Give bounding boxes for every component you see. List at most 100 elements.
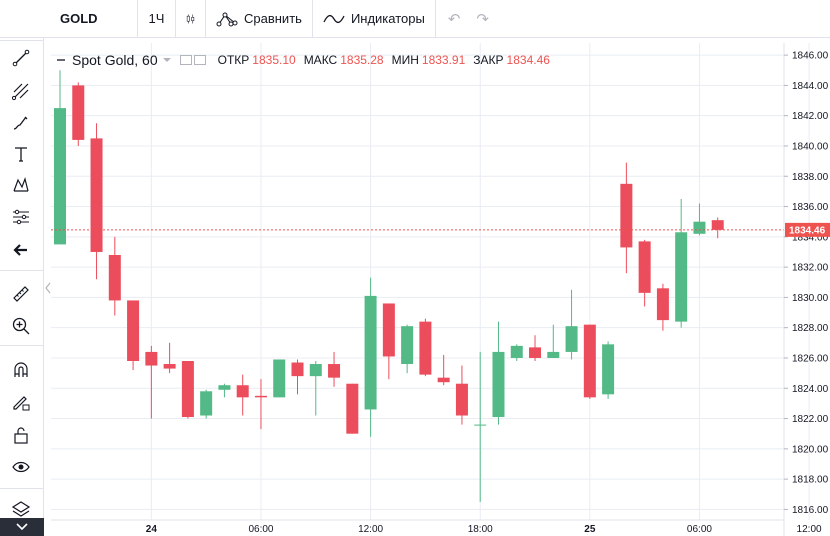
text-tool-icon[interactable]: [8, 141, 34, 167]
candle-up: [200, 389, 213, 419]
candle-down: [638, 239, 651, 307]
price-axis-tick-label: 1818.00: [792, 475, 829, 486]
price-axis-tick-label: 1822.00: [792, 414, 829, 425]
price-axis-tick-label: 1842.00: [792, 111, 829, 122]
candle-up: [273, 359, 286, 398]
candle-body: [437, 377, 450, 383]
candle-body: [90, 138, 103, 252]
eye-icon[interactable]: [8, 454, 34, 480]
redo-icon[interactable]: ↷: [476, 10, 489, 28]
chevron-left-icon: [44, 282, 50, 293]
candle-body: [127, 300, 140, 361]
interval-button[interactable]: 1Ч: [138, 0, 176, 38]
price-axis-tick-label: 1828.00: [792, 323, 829, 334]
candle-body: [54, 108, 66, 245]
price-axis-tick-label: 1844.00: [792, 81, 829, 92]
candle-up: [510, 344, 523, 361]
candle-body: [181, 361, 194, 418]
price-chart[interactable]: 1816.00 1818.00 1820.00 1822.00 1824.00 1826.…: [51, 43, 830, 536]
candle-up: [565, 289, 578, 360]
price-axis-tick-label: 1836.00: [792, 202, 829, 213]
magnet-icon[interactable]: [8, 357, 34, 383]
caret-down-icon[interactable]: [162, 56, 172, 64]
candle-body: [401, 326, 414, 365]
candle-body: [291, 362, 304, 377]
layers-icon[interactable]: [8, 496, 34, 522]
unlock-icon[interactable]: [8, 422, 34, 448]
price-axis-tick-label: 1834.00: [792, 232, 829, 243]
compare-label: Сравнить: [244, 11, 302, 26]
candle-body: [474, 424, 487, 426]
time-axis-tick-label: 18:00: [468, 524, 493, 535]
candle-up: [602, 341, 615, 399]
brush-icon[interactable]: [8, 110, 34, 136]
time-axis-tick-label: 12:00: [358, 524, 383, 535]
chevron-down-icon: [16, 523, 28, 531]
candle-body: [419, 321, 432, 375]
candle-body: [656, 288, 669, 321]
candle-up: [693, 203, 706, 236]
trend-line-icon[interactable]: [8, 45, 34, 71]
ruler-icon[interactable]: [8, 281, 34, 307]
indicators-icon: [323, 14, 345, 23]
chart-style-button[interactable]: [176, 0, 206, 38]
candle-down: [529, 335, 542, 361]
candle-up: [401, 324, 414, 374]
candle-up: [474, 351, 487, 502]
arrow-left-icon[interactable]: [8, 237, 34, 263]
pencil-lock-icon[interactable]: [8, 389, 34, 415]
candle-body: [583, 324, 596, 398]
candle-down: [656, 283, 669, 331]
candle-body: [200, 391, 213, 416]
candle-body: [254, 395, 267, 398]
settings-icon[interactable]: [179, 55, 192, 65]
series-title[interactable]: Spot Gold, 60: [72, 52, 158, 68]
pattern-icon[interactable]: [8, 172, 34, 198]
candle-down: [90, 123, 103, 280]
candle-down: [181, 361, 194, 419]
remove-icon[interactable]: [193, 55, 206, 65]
candle-down: [711, 217, 724, 239]
candle-up: [218, 383, 231, 398]
indicators-label: Индикаторы: [350, 11, 425, 26]
last-price-tag: [785, 222, 830, 237]
candle-down: [145, 345, 158, 419]
price-axis-tick-label: 1846.00: [792, 51, 829, 62]
panel-resize-handle[interactable]: [44, 39, 51, 536]
time-axis-tick-label: 24: [146, 524, 158, 535]
prediction-icon[interactable]: [8, 204, 34, 230]
candle-down: [108, 236, 121, 316]
candle-up: [492, 321, 505, 425]
candle-body: [565, 326, 578, 352]
collapse-legend-icon[interactable]: [56, 55, 66, 65]
symbol-search-button[interactable]: GOLD: [0, 0, 138, 38]
undo-icon[interactable]: ↶: [447, 10, 461, 28]
low-value: 1833.91: [421, 53, 466, 67]
candle-down: [455, 365, 468, 425]
price-axis-tick-label: 1830.00: [792, 293, 829, 304]
low-label: МИН: [391, 53, 419, 67]
time-axis-tick-label: 12:00: [797, 524, 822, 535]
price-axis-tick-label: 1816.00: [792, 505, 829, 516]
fib-tools-icon[interactable]: [8, 78, 34, 104]
chart-legend: Spot Gold, 60 ОТКР 1835.10 МАКС 1835.28 …: [56, 52, 550, 68]
compare-button[interactable]: Сравнить: [206, 0, 313, 38]
indicators-button[interactable]: Индикаторы: [313, 0, 436, 38]
candle-body: [382, 303, 395, 357]
candle-body: [72, 85, 85, 140]
time-axis-tick-label: 25: [584, 524, 596, 535]
compare-icon: [216, 12, 238, 26]
collapse-toolbar-button[interactable]: [0, 518, 44, 536]
candle-up: [54, 70, 66, 245]
candle-body: [328, 364, 341, 378]
close-value: 1834.46: [506, 53, 550, 67]
candle-down: [419, 318, 432, 377]
candle-body: [346, 383, 359, 434]
candle-body: [218, 385, 231, 390]
price-axis-tick-label: 1832.00: [792, 263, 829, 274]
candle-body: [309, 364, 322, 377]
zoom-in-icon[interactable]: [8, 313, 34, 339]
candle-body: [693, 221, 706, 234]
candles-icon: [186, 14, 195, 23]
high-label: МАКС: [303, 53, 338, 67]
